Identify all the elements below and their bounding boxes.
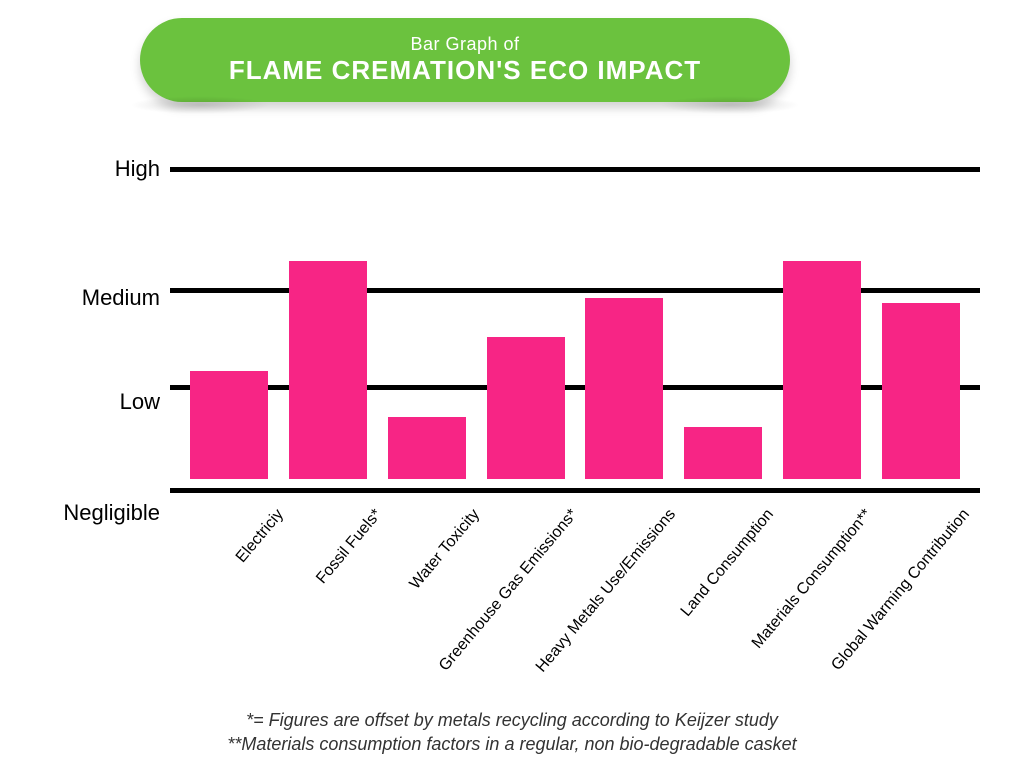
title-main: FLAME CREMATION'S ECO IMPACT — [229, 55, 701, 86]
xlabels-container: Electriciy Fossil Fuels* Water Toxicity … — [170, 500, 980, 680]
plot-area — [170, 150, 980, 495]
xlabel-7: Global Warming Contribution — [793, 506, 974, 717]
bar-chart: High Medium Low Negligible — [40, 150, 990, 520]
bar-land — [684, 427, 762, 479]
bar-materials — [783, 261, 861, 479]
xlabel-3: Greenhouse Gas Emissions* — [401, 506, 582, 717]
bar-global-warming — [882, 303, 960, 479]
xlabel-6: Materials Consumption** — [695, 506, 876, 717]
bar-heavy-metals — [585, 298, 663, 479]
bars-container — [170, 150, 980, 495]
xlabel-5: Land Consumption — [597, 506, 778, 717]
ylabel-medium: Medium — [40, 285, 160, 311]
xlabel-4: Heavy Metals Use/Emissions — [499, 506, 680, 717]
title-shadow-left — [130, 96, 270, 114]
title-banner: Bar Graph of FLAME CREMATION'S ECO IMPAC… — [140, 18, 790, 102]
ylabel-high: High — [40, 156, 160, 182]
ylabel-low: Low — [40, 389, 160, 415]
xlabel-1: Fossil Fuels* — [205, 506, 386, 717]
footnote-2: **Materials consumption factors in a reg… — [0, 734, 1024, 755]
ylabel-negligible: Negligible — [40, 500, 160, 526]
bar-electricity — [190, 371, 268, 479]
bar-greenhouse — [487, 337, 565, 479]
footnote-1: *= Figures are offset by metals recyclin… — [0, 710, 1024, 731]
bar-fossil-fuels — [289, 261, 367, 479]
bar-water-toxicity — [388, 417, 466, 479]
xlabel-2: Water Toxicity — [303, 506, 484, 717]
xlabel-0: Electriciy — [107, 506, 288, 717]
title-subtitle: Bar Graph of — [410, 34, 519, 55]
title-shadow-right — [660, 96, 800, 114]
